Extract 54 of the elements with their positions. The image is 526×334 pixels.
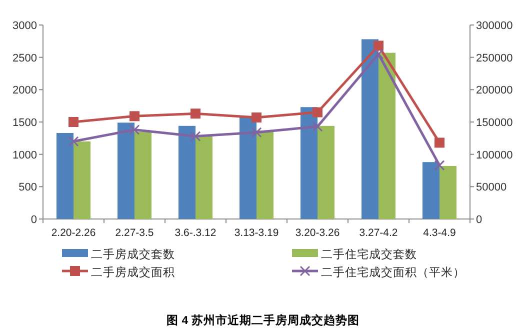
y-tick-label: 2000: [12, 84, 37, 97]
y-tick-label: 500: [18, 182, 37, 194]
x-tick-label: 3.13-3.19: [234, 227, 279, 239]
legend-label: 二手住宅成交套数: [321, 247, 417, 261]
y2-tick-label: 250000: [476, 52, 513, 64]
y2-tick-label: 150000: [476, 117, 513, 129]
legend-label: 二手房成交套数: [91, 247, 175, 261]
point: [190, 108, 200, 119]
bar: [256, 130, 274, 219]
y-tick-label: 2500: [12, 52, 37, 64]
y2-tick-label: 0: [476, 214, 482, 226]
x-tick-label: 4.3-4.9: [423, 227, 456, 239]
point: [312, 121, 323, 132]
bar: [74, 141, 90, 219]
legend-label: 二手住宅成交面积（平米）: [321, 265, 465, 279]
text: 图 4 苏州市近期二手房周成交趋势图: [166, 313, 360, 327]
bar: [318, 126, 334, 219]
x-tick-label: 3.20-3.26: [295, 227, 340, 239]
legend-label: 二手房成交面积: [91, 265, 175, 279]
bar: [378, 52, 396, 219]
point: [130, 111, 140, 122]
x-tick-label: 3.6-.3.12: [174, 227, 216, 239]
y2-tick-label: 200000: [476, 84, 513, 97]
bar: [196, 134, 212, 219]
point: [434, 138, 444, 148]
point: [68, 136, 79, 147]
y-tick-label: 3000: [12, 20, 37, 32]
point: [129, 124, 140, 136]
y2-tick-label: 300000: [476, 20, 513, 32]
bar: [134, 132, 152, 219]
point: [434, 160, 445, 171]
y2-tick-label: 100000: [476, 149, 513, 162]
y-tick-label: 1500: [12, 117, 37, 129]
point: [251, 127, 262, 138]
x-tick-label: 2.27-3.5: [115, 227, 154, 239]
bar: [56, 132, 74, 219]
point: [190, 130, 201, 142]
x-tick-label: 3.27-4.2: [359, 227, 398, 239]
point: [374, 40, 384, 51]
bar: [240, 117, 256, 219]
bar: [178, 126, 196, 219]
bar: [118, 122, 134, 219]
x-tick-label: 2.20-2.26: [51, 227, 96, 239]
point: [68, 117, 78, 127]
y2-tick-label: 50000: [476, 182, 507, 194]
y-tick-label: 1000: [12, 149, 37, 162]
point: [252, 112, 262, 122]
bar: [300, 107, 318, 219]
bar: [422, 162, 440, 219]
bar: [362, 39, 378, 219]
point: [373, 48, 384, 60]
point: [312, 107, 322, 118]
y-tick-label: 0: [30, 214, 37, 226]
bar: [440, 166, 456, 219]
